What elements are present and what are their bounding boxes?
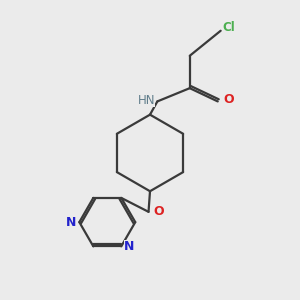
Text: Cl: Cl — [223, 21, 235, 34]
Text: N: N — [124, 240, 135, 253]
Text: N: N — [66, 216, 76, 229]
Text: O: O — [224, 93, 234, 106]
Text: O: O — [154, 205, 164, 218]
Text: HN: HN — [137, 94, 155, 107]
